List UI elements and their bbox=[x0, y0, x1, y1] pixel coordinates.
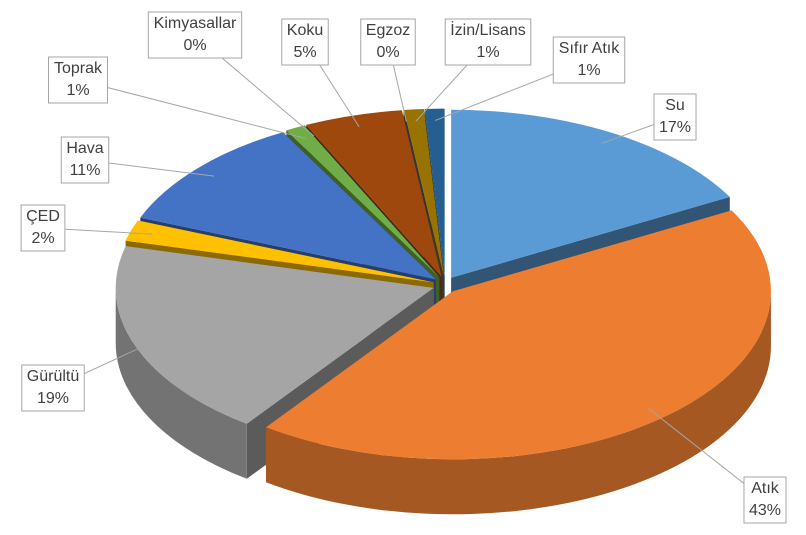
data-label: Koku 5% bbox=[281, 18, 329, 66]
label-name: Hava bbox=[66, 140, 103, 157]
data-label: Toprak 1% bbox=[47, 56, 109, 104]
data-label: İzin/Lisans 1% bbox=[444, 18, 532, 66]
label-value: 0% bbox=[183, 37, 206, 54]
label-value: 19% bbox=[37, 390, 69, 407]
slice bbox=[403, 109, 444, 277]
slice bbox=[286, 125, 440, 278]
label-name: Egzoz bbox=[366, 22, 410, 39]
label-box bbox=[47, 56, 109, 104]
slice-side bbox=[115, 287, 247, 479]
pie bbox=[115, 108, 771, 515]
data-label: ÇED 2% bbox=[20, 204, 66, 252]
data-label: Atık 43% bbox=[743, 476, 787, 524]
slice bbox=[266, 210, 771, 460]
slice bbox=[140, 132, 436, 280]
data-label: Gürültü 19% bbox=[21, 364, 85, 412]
label-box bbox=[281, 18, 329, 66]
label-value: 1% bbox=[66, 82, 89, 99]
data-label: Kimyasallar 0% bbox=[147, 11, 243, 59]
data-label: Egzoz 0% bbox=[360, 18, 416, 66]
label-value: 2% bbox=[31, 230, 54, 247]
data-label: Su 17% bbox=[653, 93, 697, 141]
label-name: Sıfır Atık bbox=[559, 40, 620, 57]
label-value: 0% bbox=[376, 44, 399, 61]
label-name: Su bbox=[665, 97, 685, 114]
label-box bbox=[20, 204, 66, 252]
data-label: Hava 11% bbox=[60, 136, 110, 184]
label-name: Gürültü bbox=[27, 368, 79, 385]
slice bbox=[266, 210, 771, 515]
label-box bbox=[444, 18, 532, 66]
label-box bbox=[21, 364, 85, 412]
label-box bbox=[653, 93, 697, 141]
label-name: Toprak bbox=[54, 60, 103, 77]
label-box bbox=[360, 18, 416, 66]
slice-side bbox=[266, 291, 771, 515]
slice bbox=[125, 220, 434, 283]
leader-line bbox=[77, 79, 306, 139]
label-value: 43% bbox=[749, 502, 781, 519]
label-box bbox=[60, 136, 110, 184]
slice bbox=[451, 109, 730, 278]
label-name: Atık bbox=[751, 480, 780, 497]
slice bbox=[424, 108, 445, 277]
label-box bbox=[743, 476, 787, 524]
label-box bbox=[147, 11, 243, 59]
label-box bbox=[552, 36, 626, 84]
data-label: Sıfır Atık 1% bbox=[552, 36, 626, 84]
slice bbox=[404, 108, 444, 277]
label-name: İzin/Lisans bbox=[450, 20, 526, 39]
label-value: 5% bbox=[293, 44, 316, 61]
slice bbox=[115, 246, 434, 424]
label-name: ÇED bbox=[26, 208, 60, 225]
label-value: 17% bbox=[659, 119, 691, 136]
label-value: 1% bbox=[476, 44, 499, 61]
label-value: 1% bbox=[577, 62, 600, 79]
label-name: Kimyasallar bbox=[154, 15, 237, 32]
label-name: Koku bbox=[287, 22, 323, 39]
label-value: 11% bbox=[70, 162, 101, 179]
slice bbox=[306, 110, 442, 277]
